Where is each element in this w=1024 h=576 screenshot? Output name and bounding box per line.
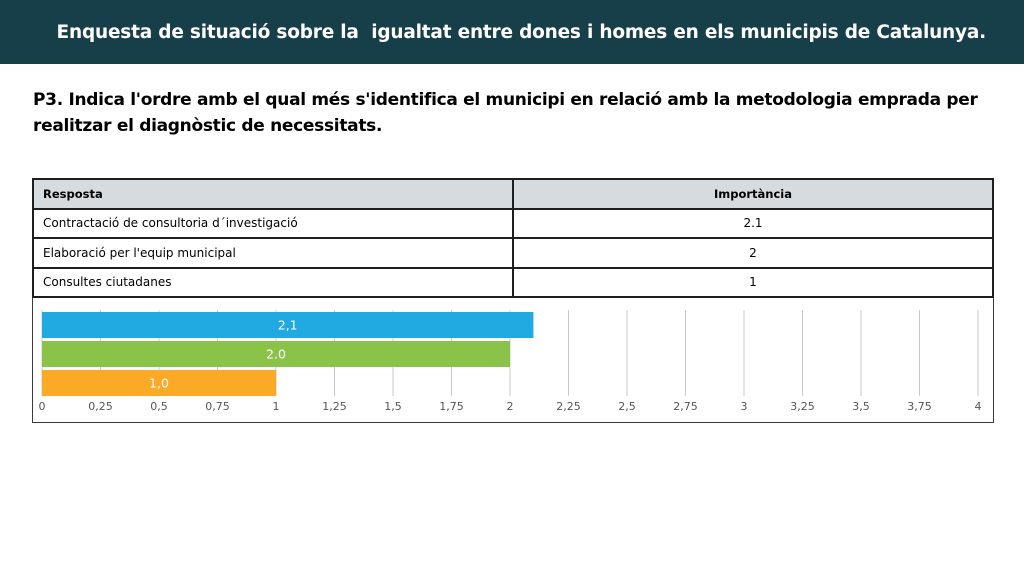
table-row: Elaboració per l'equip municipal 2 [32,237,994,269]
table-row: Consultes ciutadanes 1 [32,266,994,298]
question-line-1: P3. Indica l'ordre amb el qual més s'ide… [33,90,978,110]
question-line-2: realitzar el diagnòstic de necessitats. [33,116,383,136]
x-tick-label: 4 [975,400,982,413]
x-tick-label: 3 [741,400,748,413]
row-importance: 1 [512,266,994,298]
title-banner: Enquesta de situació sobre la igualtat e… [0,0,1024,64]
bar [42,312,534,338]
bar-data-label: 2.0 [266,347,286,362]
row-response: Consultes ciutadanes [32,266,514,298]
x-tick-label: 2 [507,400,514,413]
bar-data-label: 2,1 [278,318,298,333]
x-tick-label: 1,5 [384,400,402,413]
x-tick-label: 0,5 [150,400,168,413]
row-importance: 2 [512,237,994,269]
page-title: Enquesta de situació sobre la igualtat e… [56,21,987,43]
bar [42,370,276,396]
x-tick-label: 1,25 [322,400,347,413]
x-tick-label: 2,75 [673,400,698,413]
x-tick-label: 0,25 [88,400,113,413]
bar-chart-svg: 0 0,25 0,5 0,75 1 1,25 1,5 1,75 2 2,25 2,5 2,75 3 3,2… [39,310,982,413]
x-tick-label: 1 [273,400,280,413]
row-importance: 2.1 [512,207,994,239]
table-row: Contractació de consultoria d´investigac… [32,207,994,239]
x-tick-label: 1,75 [439,400,464,413]
row-response: Elaboració per l'equip municipal [32,237,514,269]
response-table: Resposta Importància Contractació de con… [32,178,994,298]
bar [42,341,510,367]
x-tick-label: 2,25 [556,400,581,413]
table-header-row: Resposta Importància [32,178,994,210]
header-importance: Importància [512,178,994,210]
row-response: Contractació de consultoria d´investigac… [32,207,514,239]
x-tick-label: 3,5 [852,400,870,413]
x-tick-label: 2,5 [618,400,636,413]
x-tick-label: 3,25 [790,400,815,413]
x-tick-label: 3,75 [907,400,932,413]
bar-data-label: 1,0 [149,376,169,391]
x-tick-label: 0 [39,400,46,413]
header-response: Resposta [32,178,514,210]
x-tick-label: 0,75 [205,400,230,413]
bar-chart: 0 0,25 0,5 0,75 1 1,25 1,5 1,75 2 2,25 2,5 2,75 3 3,2… [32,298,994,423]
question-text: P3. Indica l'ordre amb el qual més s'ide… [33,87,993,139]
